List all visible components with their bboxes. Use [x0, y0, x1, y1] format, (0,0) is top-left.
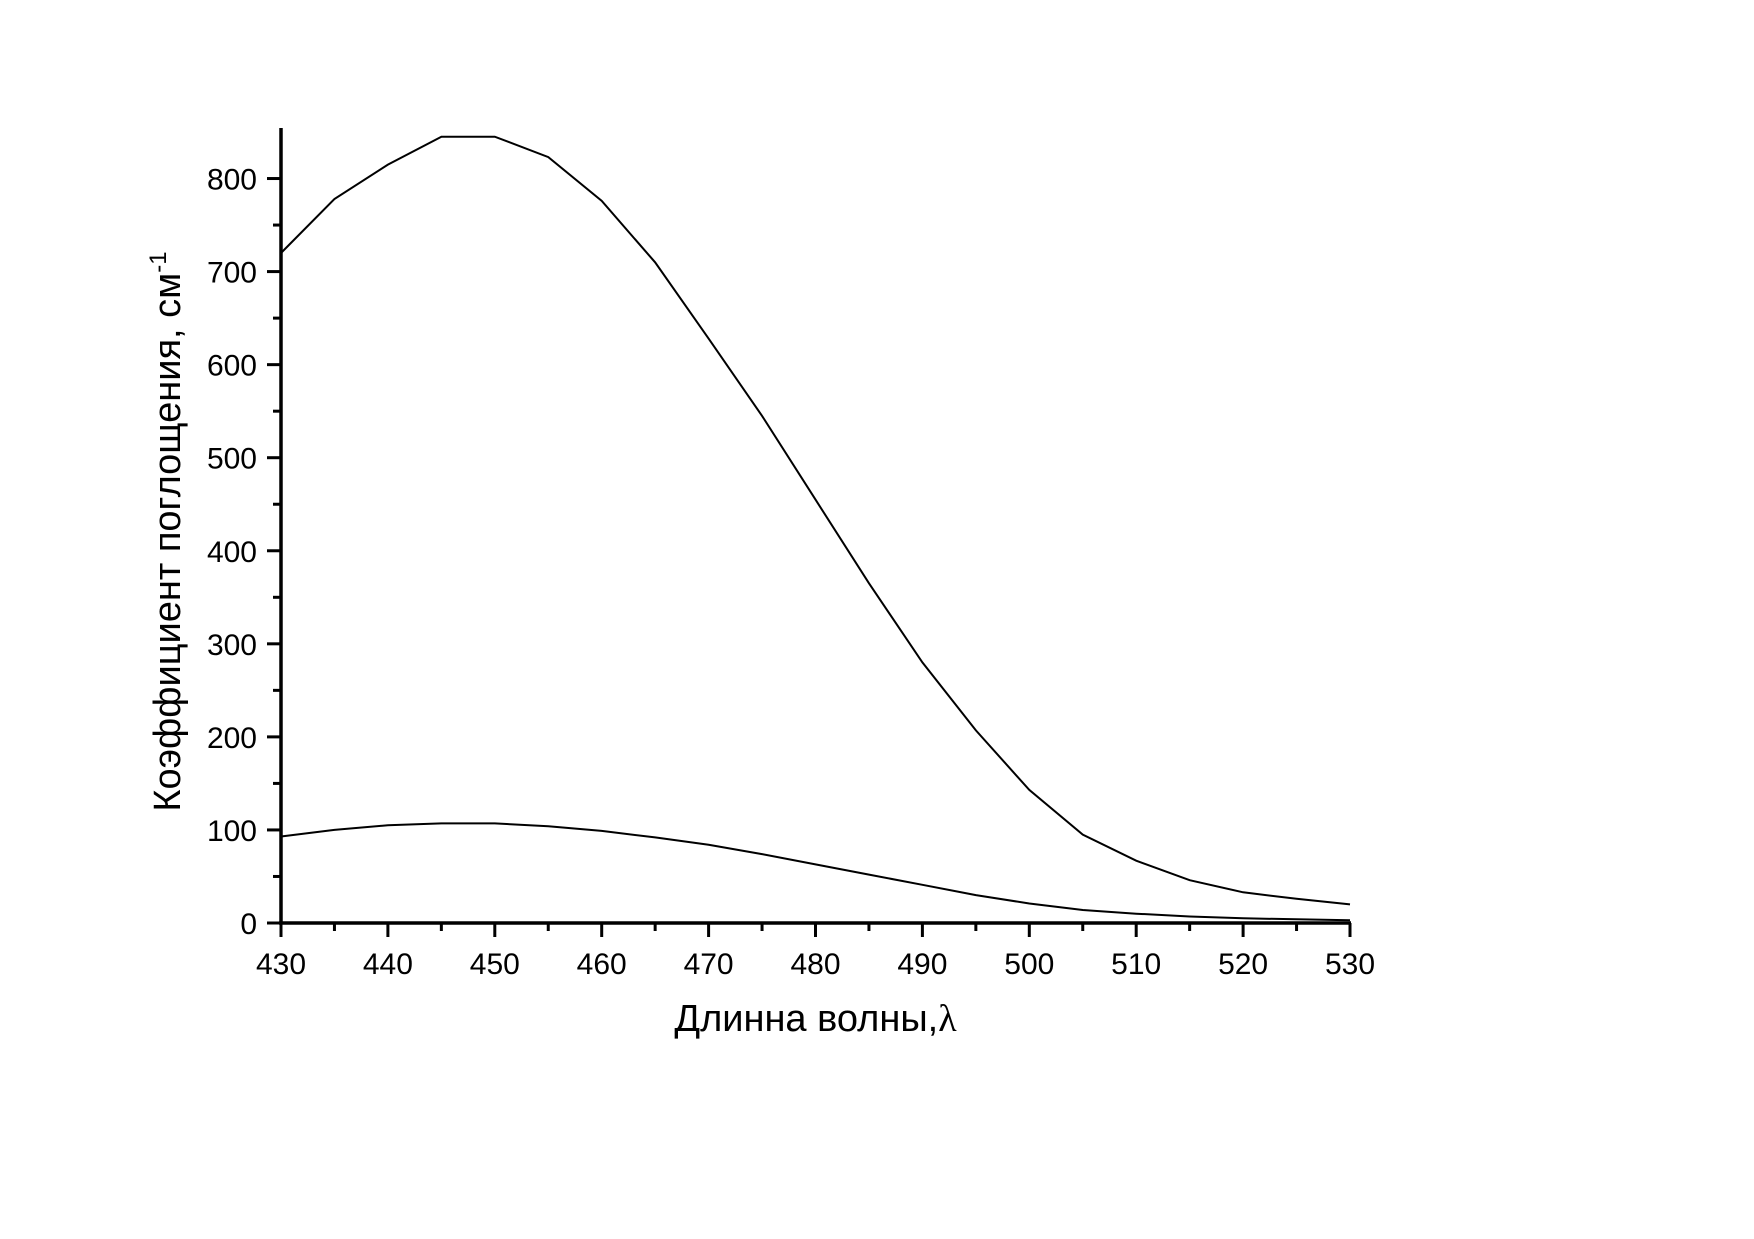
y-tick-label: 200	[207, 722, 257, 755]
y-tick-label: 300	[207, 629, 257, 662]
x-tick-label: 460	[577, 948, 627, 981]
x-tick-label: 490	[897, 948, 947, 981]
y-tick-labels: 0 100 200 300 400 500 600 700 800	[207, 164, 257, 941]
x-tick-label: 500	[1004, 948, 1054, 981]
y-ticks	[267, 177, 281, 925]
x-tick-label: 440	[363, 948, 413, 981]
y-tick-label: 0	[240, 908, 257, 941]
x-tick-label: 520	[1218, 948, 1268, 981]
x-tick-label: 480	[790, 948, 840, 981]
series-line-2	[280, 822, 1351, 922]
y-tick-label: 400	[207, 536, 257, 569]
x-tick-label: 450	[470, 948, 520, 981]
x-ticks	[279, 923, 1352, 937]
y-axis-title: Коэффициент поглощения, см-1	[145, 251, 189, 811]
y-tick-label: 100	[207, 815, 257, 848]
y-tick-label: 700	[207, 257, 257, 290]
x-tick-label: 470	[684, 948, 734, 981]
y-tick-label: 500	[207, 443, 257, 476]
series-group	[280, 135, 1351, 922]
x-axis-title: Длинна волны,λ	[674, 998, 957, 1040]
x-tick-labels: 430 440 450 460 470 480 490 500 510 520 530	[256, 948, 1375, 981]
y-tick-label: 800	[207, 164, 257, 197]
x-axis-title-text: Длинна волны,	[674, 998, 938, 1040]
x-tick-label: 430	[256, 948, 306, 981]
series-line-1	[280, 135, 1351, 906]
x-axis-title-symbol: λ	[938, 998, 957, 1040]
axes	[279, 128, 1351, 925]
y-axis-title-superscript: -1	[145, 251, 172, 272]
x-tick-label: 530	[1325, 948, 1375, 981]
x-tick-label: 510	[1111, 948, 1161, 981]
y-tick-label: 600	[207, 350, 257, 383]
y-axis-title-text: Коэффициент поглощения, см	[147, 273, 189, 812]
